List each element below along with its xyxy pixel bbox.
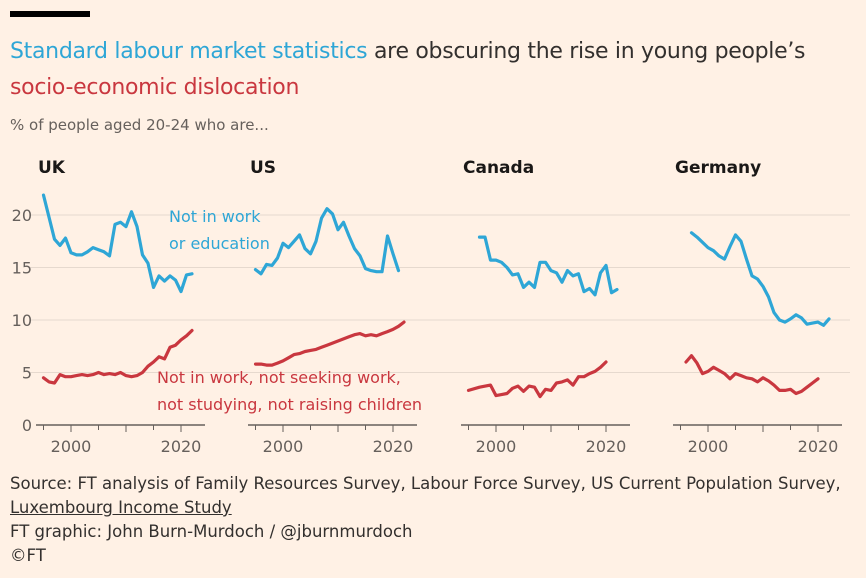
x-tick-label: 2020 (798, 437, 839, 456)
panel-title-canada: Canada (463, 158, 534, 178)
y-tick-label: 5 (22, 364, 32, 383)
x-tick-label: 2000 (688, 437, 729, 456)
title-red: socio-economic dislocation (10, 75, 300, 100)
inactive-line-uk (41, 328, 194, 385)
panel-title-uk: UK (38, 158, 66, 178)
copyright: ©FT (10, 546, 46, 565)
y-tick-label: 10 (12, 311, 32, 330)
chart-title: Standard labour market statistics are ob… (10, 34, 860, 106)
ft-brand-bar (10, 11, 90, 17)
x-tick-label: 2020 (373, 437, 414, 456)
annotation-neet-2: or education (169, 234, 270, 253)
y-tick-label: 20 (12, 206, 32, 225)
chart-area: 0 5 10 15 20 UK 2000 2020 US 2000 2020 Canada 2000 20… (12, 158, 850, 456)
title-rest: are obscuring the rise in young people’s (367, 39, 806, 64)
chart-footer: Source: FT analysis of Family Resources … (10, 472, 841, 568)
neet-line-canada (477, 235, 619, 297)
panel-title-us: US (250, 158, 276, 178)
x-tick-label: 2000 (51, 437, 92, 456)
x-tick-label: 2020 (161, 437, 202, 456)
y-tick-label: 0 (22, 416, 32, 435)
x-tick-label: 2000 (476, 437, 517, 456)
neet-line-uk (41, 193, 194, 294)
title-highlight: Standard labour market statistics (10, 39, 368, 64)
annotation-neet-1: Not in work (169, 207, 261, 226)
source-link[interactable]: Luxembourg Income Study (10, 498, 232, 517)
chart-subtitle: % of people aged 20-24 who are... (10, 116, 269, 134)
panel-title-germany: Germany (675, 158, 761, 178)
neet-line-us (253, 207, 401, 276)
annotation-inactive-1: Not in work, not seeking work, (157, 368, 401, 387)
x-tick-label: 2020 (586, 437, 627, 456)
annotation-inactive-2: not studying, not raising children (157, 395, 422, 414)
x-tick-label: 2000 (263, 437, 304, 456)
inactive-line-canada (466, 360, 608, 399)
neet-line-germany (689, 231, 831, 327)
y-tick-label: 15 (12, 259, 32, 278)
inactive-line-us (253, 320, 406, 367)
source-note: Source: FT analysis of Family Resources … (10, 474, 841, 493)
inactive-line-germany (684, 354, 820, 396)
credit-line: FT graphic: John Burn-Murdoch / @jburnmu… (10, 522, 413, 541)
